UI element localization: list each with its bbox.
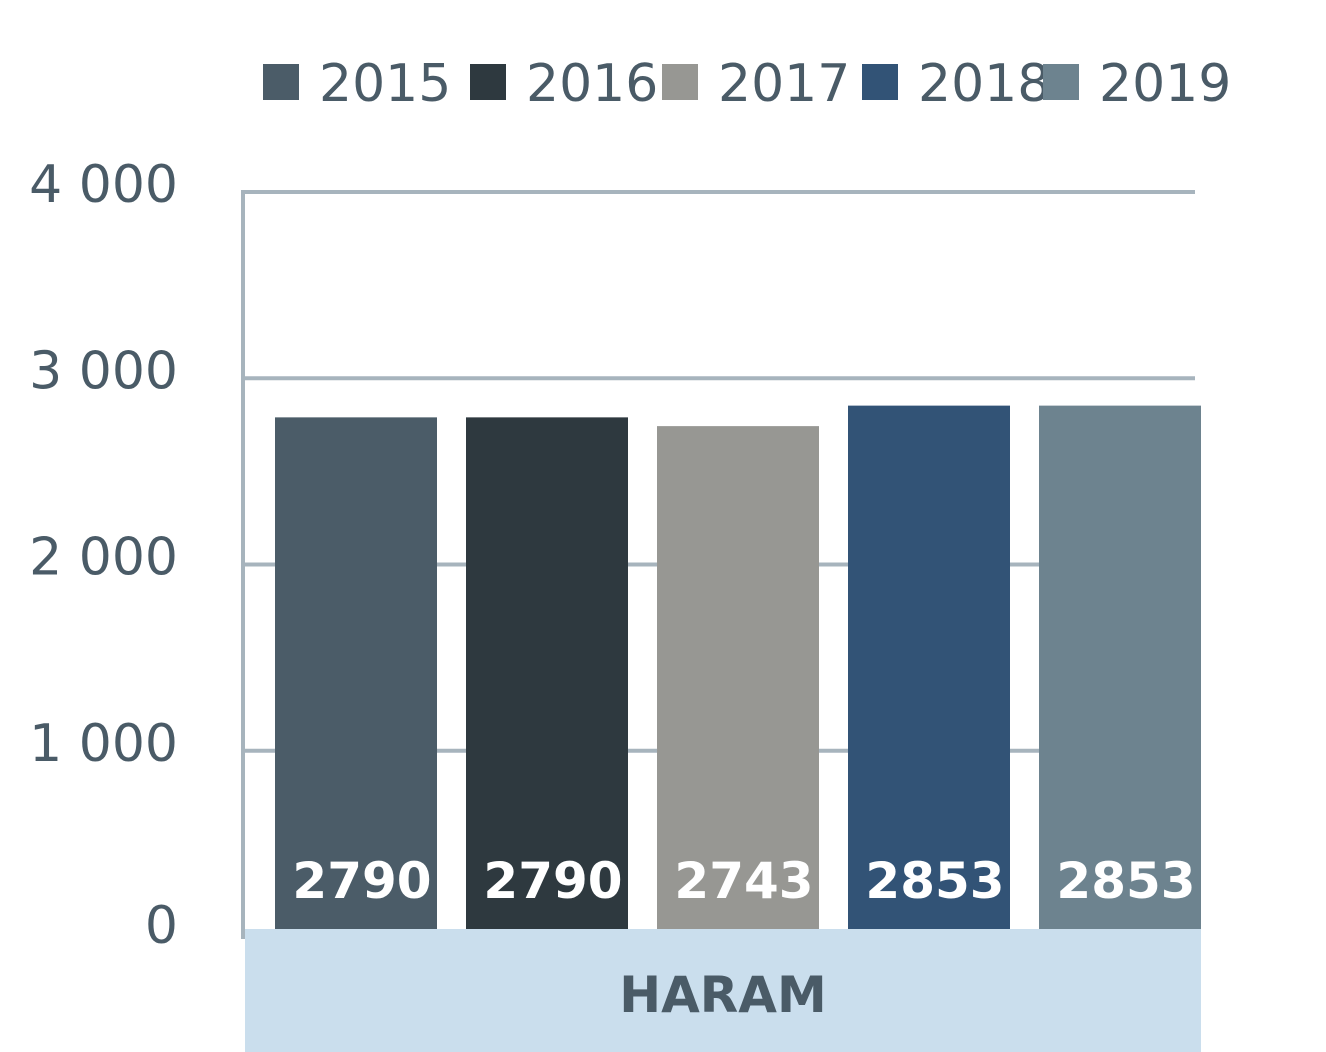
y-tick-label: 2 000: [29, 528, 178, 588]
legend: 2015 2016 2017 2018 2019: [263, 54, 1231, 114]
legend-swatch-2019: [1043, 64, 1079, 100]
value-label-2016: 2790: [483, 852, 622, 910]
y-tick-label: 1 000: [29, 714, 178, 774]
bar-2018: [848, 405, 1010, 929]
category-band-rect: [245, 929, 1201, 1052]
legend-swatch-2018: [862, 64, 898, 100]
y-tick-label: 0: [145, 896, 178, 956]
legend-swatch-2017: [662, 64, 698, 100]
y-tick-label: 3 000: [29, 341, 178, 401]
legend-label-2019: 2019: [1099, 54, 1231, 114]
bar-2017: [657, 426, 819, 929]
bars: 2790 2790 2743 2853 2853: [275, 405, 1201, 929]
bar-2015: [275, 417, 437, 929]
bar-2016: [466, 417, 628, 929]
value-label-2018: 2853: [865, 852, 1004, 910]
legend-label-2015: 2015: [319, 54, 451, 114]
category-label: HARAM: [619, 966, 827, 1024]
y-tick-label: 4 000: [29, 155, 178, 215]
bar-2019: [1039, 405, 1201, 929]
legend-label-2017: 2017: [718, 54, 850, 114]
legend-swatch-2015: [263, 64, 299, 100]
y-axis: 0 1 000 2 000 3 000 4 000: [29, 155, 245, 956]
category-band: HARAM: [245, 929, 1201, 1052]
legend-label-2018: 2018: [918, 54, 1050, 114]
value-label-2015: 2790: [292, 852, 431, 910]
legend-label-2016: 2016: [526, 54, 658, 114]
value-label-2019: 2853: [1056, 852, 1195, 910]
legend-swatch-2016: [470, 64, 506, 100]
value-label-2017: 2743: [674, 852, 813, 910]
